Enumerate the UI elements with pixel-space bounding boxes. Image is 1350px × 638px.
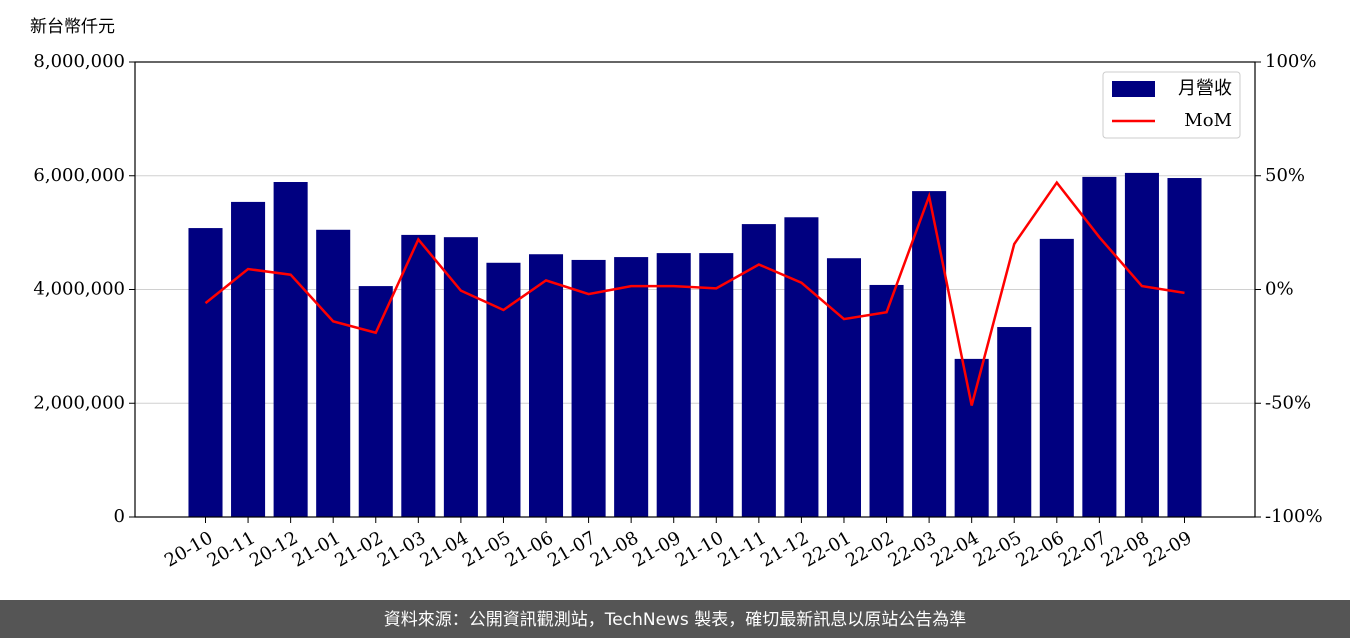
x-tick-label: 21-11 bbox=[714, 527, 769, 571]
bar bbox=[1124, 172, 1159, 517]
bar bbox=[1167, 178, 1202, 517]
y-tick-label: 6,000,000 bbox=[33, 165, 125, 186]
x-tick-label: 20-11 bbox=[204, 527, 259, 571]
x-tick-label: 22-02 bbox=[842, 527, 897, 571]
bar bbox=[316, 229, 351, 517]
x-tick-label: 20-12 bbox=[246, 527, 301, 571]
plot-frame bbox=[134, 61, 1256, 518]
x-tick-label: 22-03 bbox=[885, 527, 940, 571]
bar bbox=[231, 201, 266, 517]
source-note: 資料來源：公開資訊觀測站，TechNews 製表，確切最新訊息以原站公告為準 bbox=[384, 610, 966, 630]
x-tick-label: 22-01 bbox=[800, 527, 855, 571]
bar bbox=[826, 258, 862, 517]
x-tick-label: 21-05 bbox=[459, 527, 514, 571]
y-tick-label: 2,000,000 bbox=[33, 392, 125, 413]
x-tick-label: 21-07 bbox=[544, 527, 599, 571]
bar bbox=[1082, 176, 1117, 517]
bar bbox=[656, 253, 691, 517]
bar bbox=[443, 237, 478, 518]
bar bbox=[571, 259, 606, 517]
y2-tick-label: 100% bbox=[1265, 51, 1316, 72]
x-tick-label: 21-12 bbox=[757, 527, 812, 571]
y-tick-label: 0 bbox=[114, 506, 125, 527]
y2-tick-label: -100% bbox=[1265, 506, 1323, 527]
bar bbox=[401, 234, 436, 517]
legend-label: MoM bbox=[1184, 110, 1232, 131]
bar bbox=[784, 217, 819, 518]
bar bbox=[358, 286, 393, 517]
x-tick-label: 22-04 bbox=[927, 527, 982, 571]
x-tick-label: 21-04 bbox=[416, 527, 471, 571]
y-axis-label: 新台幣仟元 bbox=[30, 17, 115, 37]
bar bbox=[1039, 238, 1074, 517]
bar bbox=[614, 257, 649, 517]
x-tick-label: 21-08 bbox=[587, 527, 642, 571]
footer-bar bbox=[0, 600, 1350, 638]
bar bbox=[699, 253, 734, 517]
bar bbox=[997, 327, 1032, 517]
bar bbox=[188, 228, 223, 517]
x-tick-label: 22-06 bbox=[1012, 527, 1067, 571]
bar bbox=[954, 358, 989, 517]
legend-swatch bbox=[1112, 81, 1155, 97]
x-tick-label: 22-09 bbox=[1140, 527, 1195, 571]
x-tick-label: 22-07 bbox=[1055, 527, 1110, 571]
line bbox=[204, 180, 1185, 406]
x-tick-label: 21-03 bbox=[374, 527, 429, 571]
y-tick-label: 8,000,000 bbox=[33, 51, 125, 72]
y2-tick-label: 50% bbox=[1265, 165, 1305, 186]
x-tick-label: 21-06 bbox=[502, 527, 557, 571]
x-tick-label: 21-09 bbox=[629, 527, 684, 571]
bar bbox=[741, 224, 776, 517]
x-tick-label: 21-10 bbox=[672, 527, 727, 571]
x-tick-label: 21-02 bbox=[331, 527, 386, 571]
bar bbox=[528, 254, 564, 518]
x-tick-label: 22-08 bbox=[1097, 527, 1152, 571]
y-tick-label: 4,000,000 bbox=[33, 279, 125, 300]
x-tick-label: 21-01 bbox=[289, 527, 344, 571]
x-tick-label: 22-05 bbox=[970, 527, 1025, 571]
y2-tick-label: -50% bbox=[1265, 392, 1311, 413]
bar bbox=[869, 284, 904, 517]
y2-tick-label: 0% bbox=[1265, 279, 1294, 300]
x-tick-label: 20-10 bbox=[161, 527, 216, 571]
legend-label: 月營收 bbox=[1178, 78, 1232, 99]
bar bbox=[912, 191, 947, 517]
bar bbox=[273, 182, 308, 517]
